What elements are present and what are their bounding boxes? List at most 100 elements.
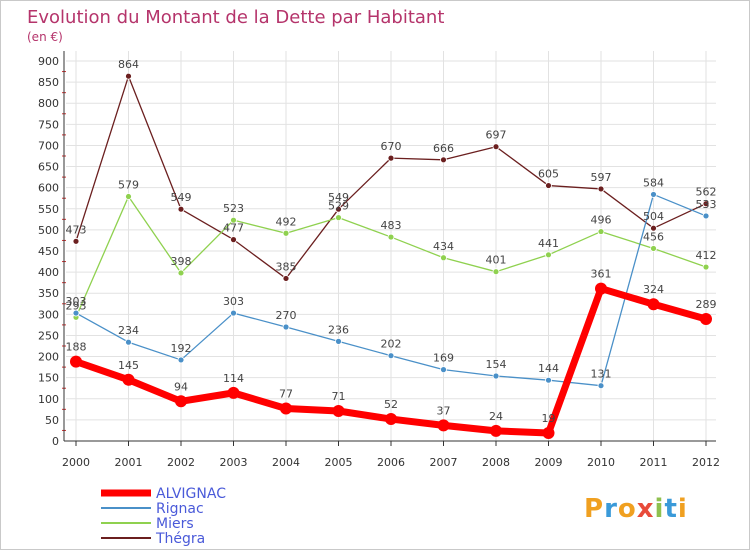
data-label: 361 [591,268,612,281]
proxiti-logo: Proxiti [584,494,688,524]
y-tick-label: 700 [38,139,59,152]
x-tick-label: 2011 [640,456,668,469]
y-tick-label: 100 [38,393,59,406]
data-label: 154 [486,358,507,371]
y-tick-label: 750 [38,118,59,131]
data-label: 549 [328,191,349,204]
data-point [545,182,552,189]
data-point [282,323,290,331]
data-label: 666 [433,142,454,155]
data-label: 289 [696,298,717,311]
data-label: 385 [276,260,297,273]
data-point [597,382,605,390]
y-tick-label: 500 [38,224,59,237]
y-tick-label: 850 [38,76,59,89]
data-point [230,309,237,317]
data-point [72,309,80,317]
data-label: 270 [276,309,297,322]
chart-subtitle: (en €) [27,30,63,44]
data-label: 303 [223,295,244,308]
data-label: 523 [223,202,244,215]
data-point [700,312,712,325]
data-label: 188 [66,341,87,354]
data-label: 303 [66,295,87,308]
data-point [440,254,447,262]
data-label: 477 [223,222,244,235]
data-label: 496 [591,214,612,227]
grid-layer [66,51,716,441]
y-tick-label: 900 [38,55,59,68]
x-tick-label: 2012 [692,456,720,469]
y-tick-label: 400 [38,266,59,279]
data-label-layer: 473 864 549 477 385 549 670 666 697 605 597 504 562 2… [66,58,717,425]
y-tick-label: 50 [45,414,59,427]
data-label: 236 [328,323,349,336]
data-label: 533 [696,198,717,211]
y-tick-label: 650 [38,161,59,174]
x-tick-label: 2008 [482,456,510,469]
y-tick-label: 350 [38,287,59,300]
data-point [597,185,605,193]
legend-label: Thégra [155,531,205,547]
data-label: 234 [118,324,139,337]
data-point [650,191,657,198]
svg-text:Proxiti: Proxiti [584,494,688,524]
data-point [332,405,345,418]
data-point [122,373,135,386]
data-label: 77 [279,387,293,400]
data-point [647,298,660,311]
data-label: 94 [174,380,188,393]
data-point [702,212,710,220]
data-point [280,402,292,415]
data-label: 483 [381,219,402,232]
data-point [177,205,185,213]
data-label: 202 [381,338,402,351]
data-point [230,236,237,244]
data-label: 584 [643,176,664,189]
data-label: 562 [696,186,717,199]
x-tick-label: 2004 [272,456,300,469]
data-point [125,193,132,200]
legend-label: Rignac [156,501,204,517]
y-tick-label: 150 [38,372,59,385]
y-tick-label: 550 [38,203,59,216]
data-point [177,269,185,277]
data-label: 145 [118,359,139,372]
data-label: 579 [118,179,139,192]
data-point [702,200,710,208]
series-layer [70,72,712,439]
data-point [650,224,657,232]
data-label: 434 [433,240,454,253]
data-point [282,229,290,237]
data-label: 473 [66,223,87,236]
data-point [387,352,395,360]
data-label: 605 [538,168,559,181]
x-tick-label: 2009 [535,456,563,469]
x-tick-label: 2002 [167,456,195,469]
x-tick-label: 2010 [587,456,615,469]
data-point [387,233,395,241]
data-point [335,337,342,345]
y-tick-label: 800 [38,97,59,110]
y-tick-label: 450 [38,245,59,258]
data-label: 441 [538,237,559,250]
legend-label: ALVIGNAC [156,486,226,502]
data-point [335,214,342,222]
data-point [125,72,132,80]
legend-label: Miers [156,516,194,532]
data-label: 144 [538,362,559,375]
data-label: 37 [437,404,451,417]
data-point [385,413,397,426]
data-label: 864 [118,58,139,71]
data-label: 71 [332,390,346,403]
data-point [595,282,607,295]
data-point [492,268,500,276]
data-label: 456 [643,230,664,243]
data-label: 192 [171,342,192,355]
x-tick-label: 2003 [220,456,248,469]
x-tick-label: 2007 [430,456,458,469]
axis-layer: 0 50 100 150 200 250 300 350 400 450 500 550 600 650 7… [38,51,720,469]
